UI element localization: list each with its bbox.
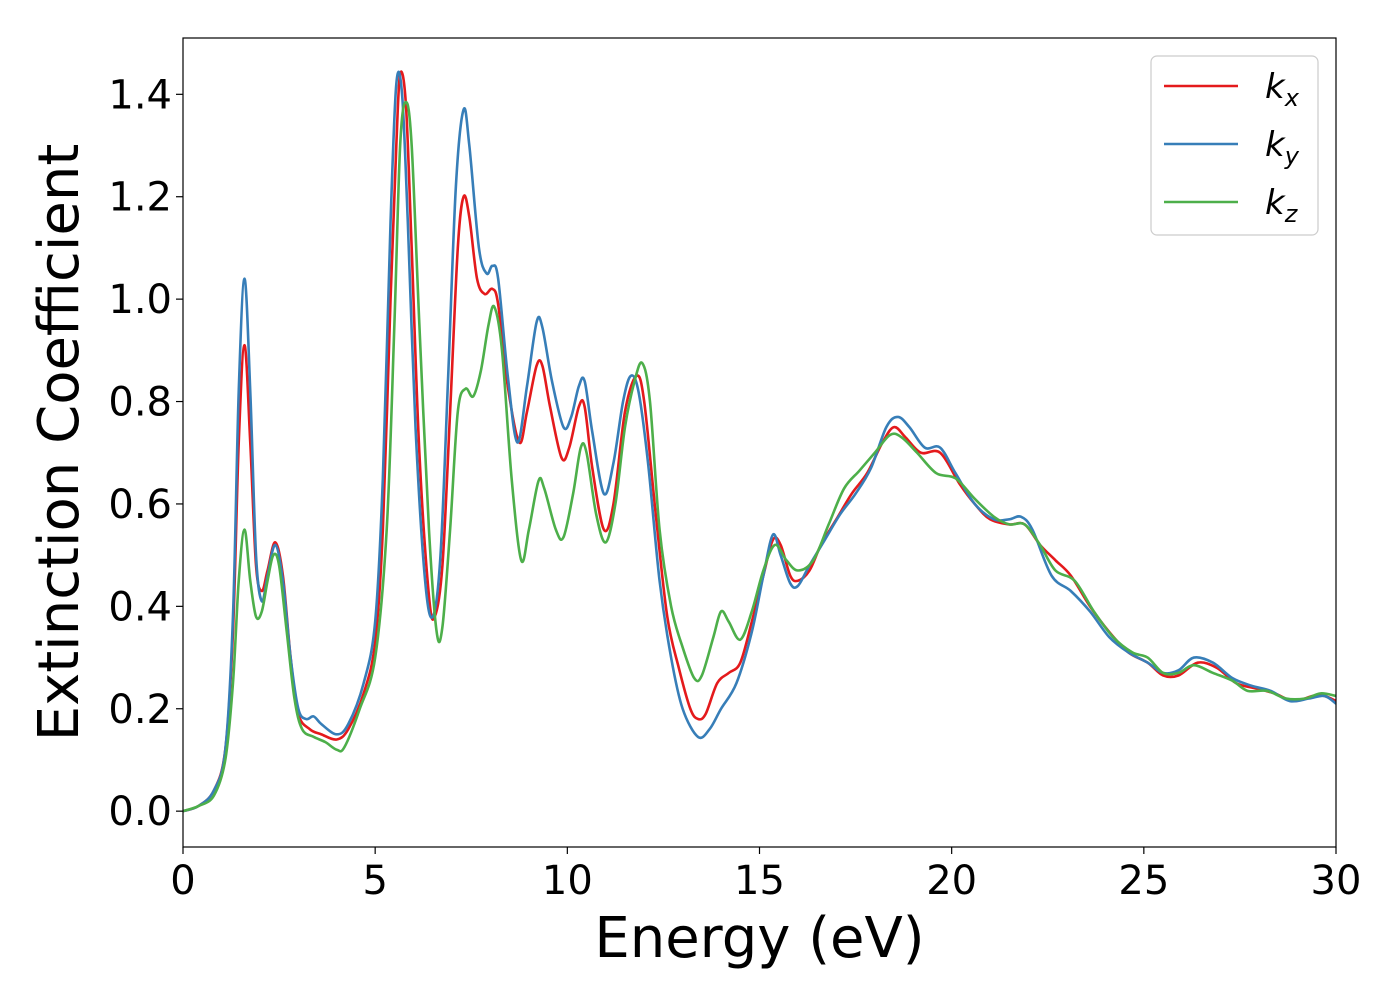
x-tick-label: 20 (926, 858, 977, 904)
legend-box (1150, 55, 1319, 236)
y-tick-label: 1.0 (108, 277, 172, 323)
x-tick-label: 25 (1118, 858, 1169, 904)
y-tick-label: 0.8 (108, 380, 172, 426)
y-tick-label: 0.4 (108, 584, 172, 630)
plot-area (183, 70, 1336, 813)
y-tick-label: 0.2 (108, 687, 172, 733)
x-axis-label: Energy (eV) (594, 906, 924, 971)
legend-entry-label: kx (1265, 67, 1300, 112)
legend: kx ky kz (1150, 55, 1319, 236)
legend-entry-label: ky (1265, 125, 1300, 170)
y-axis-label: Extinction Coefficient (27, 144, 92, 742)
legend-entry-label: kz (1265, 183, 1299, 228)
y-axis: 0.0 0.2 0.4 0.6 0.8 1.0 1.2 1.4 (108, 72, 183, 835)
series-line-kz (183, 100, 1336, 813)
x-tick-label: 0 (170, 858, 195, 904)
x-axis: 0 5 10 15 20 25 30 (170, 847, 1361, 904)
y-tick-label: 0.0 (108, 789, 172, 835)
x-tick-label: 30 (1311, 858, 1362, 904)
y-tick-label: 0.6 (108, 482, 172, 528)
x-tick-label: 15 (734, 858, 785, 904)
x-tick-label: 5 (362, 858, 387, 904)
y-tick-label: 1.2 (108, 175, 172, 221)
x-tick-label: 10 (542, 858, 593, 904)
series-line-ky (183, 70, 1336, 813)
y-tick-label: 1.4 (108, 72, 172, 118)
